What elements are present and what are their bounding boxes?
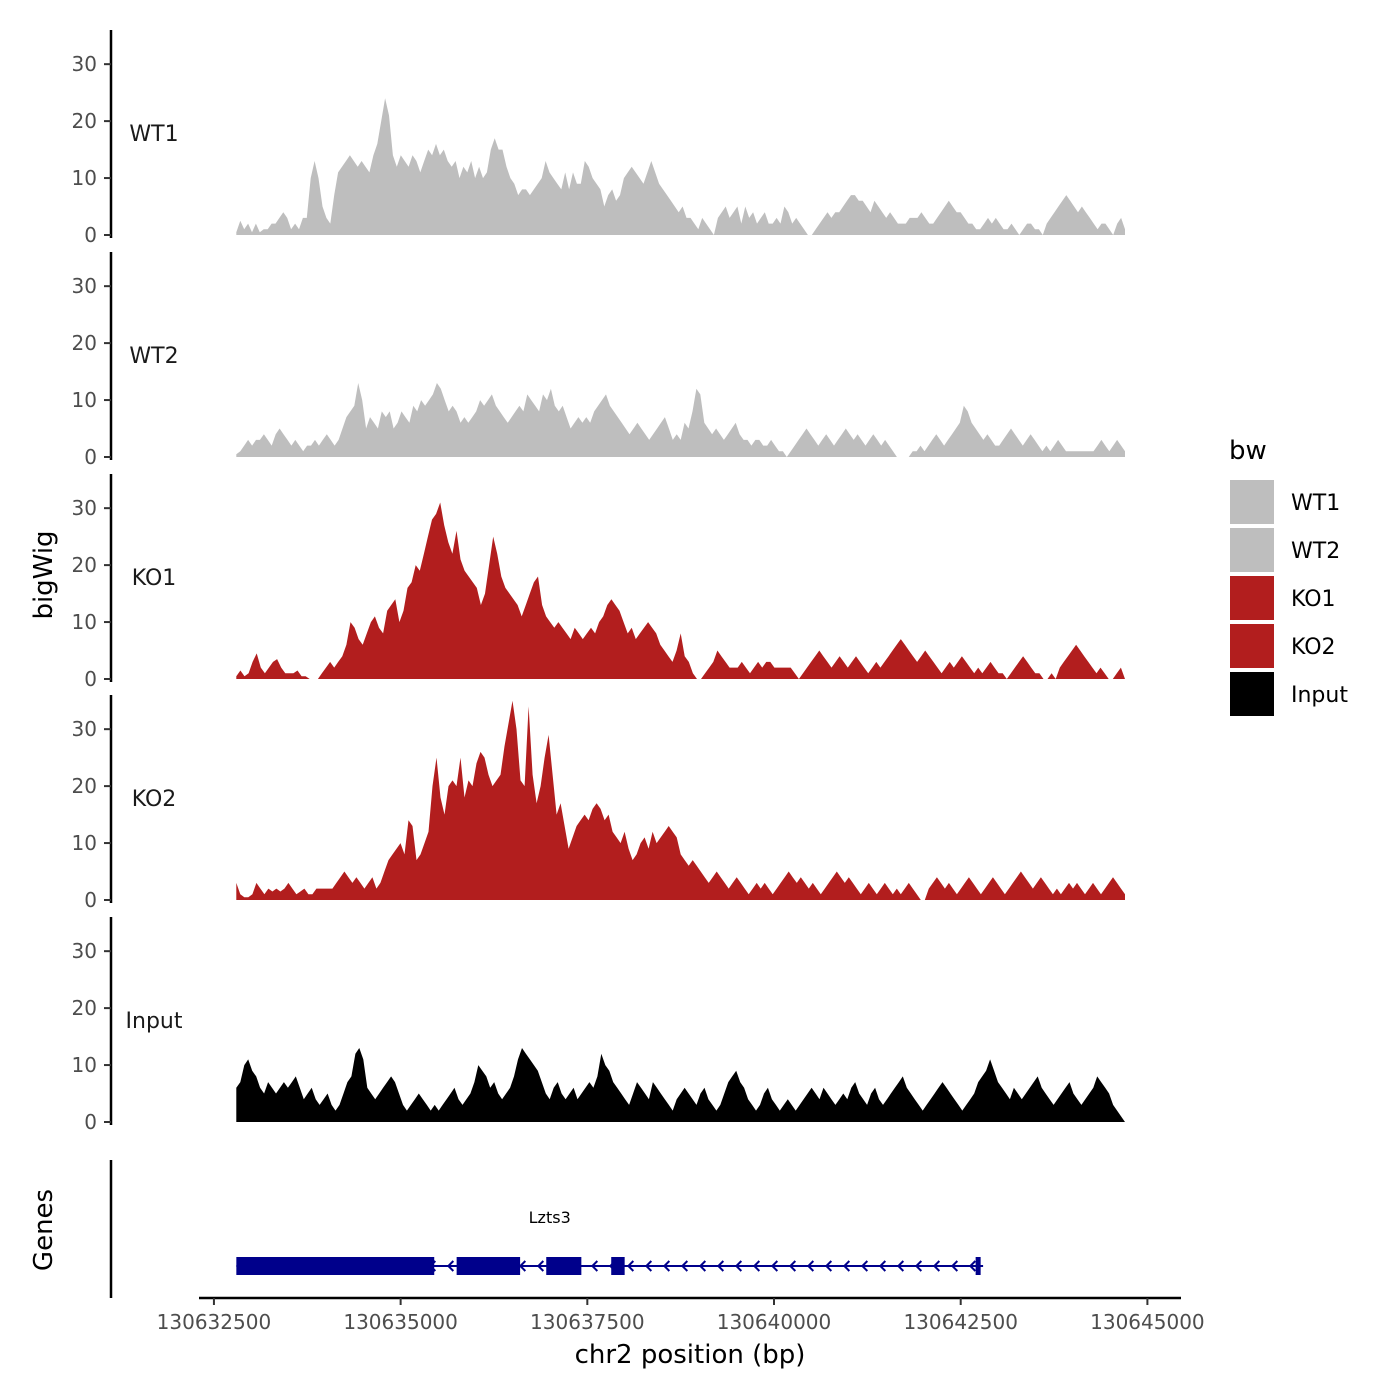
track-name-label: Input <box>126 1009 183 1034</box>
legend-item: KO2 <box>1230 624 1336 668</box>
legend-swatch <box>1230 576 1274 620</box>
strand-arrow <box>950 1260 959 1272</box>
track-name-label: WT1 <box>129 122 178 147</box>
legend-title: bw <box>1229 436 1267 466</box>
y-tick-label: 30 <box>72 496 97 520</box>
legend-label: KO1 <box>1291 587 1336 612</box>
x-axis-ticks: 130632500 130635000 130637500 130640000 1306… <box>157 1298 1205 1334</box>
strand-arrow <box>968 1260 977 1272</box>
track-wt2: 0 10 20 30 WT2 <box>72 252 1126 469</box>
gene-exon <box>546 1257 582 1275</box>
y-axis-title: bigWig <box>29 530 59 619</box>
gene-track: Genes Lzts3 <box>29 1160 984 1298</box>
strand-arrow <box>518 1260 527 1272</box>
strand-arrow <box>842 1260 851 1272</box>
y-tick-label: 0 <box>84 667 97 691</box>
x-tick-label: 130632500 <box>157 1310 272 1334</box>
y-tick-label: 20 <box>72 996 97 1020</box>
y-tick-label: 10 <box>72 610 97 634</box>
y-tick-label: 10 <box>72 831 97 855</box>
legend-swatch <box>1230 480 1274 524</box>
x-tick-label: 130635000 <box>343 1310 458 1334</box>
coverage-area-ko2 <box>236 700 1126 900</box>
y-tick-label: 0 <box>84 223 97 247</box>
y-tick-label: 30 <box>72 939 97 963</box>
strand-arrow <box>644 1260 653 1272</box>
x-axis-title: chr2 position (bp) <box>575 1340 806 1370</box>
gene-exon <box>975 1257 981 1275</box>
strand-arrow <box>536 1260 545 1272</box>
strand-arrow <box>698 1260 707 1272</box>
legend-label: WT2 <box>1291 539 1340 564</box>
x-axis: 130632500 130635000 130637500 130640000 1306… <box>157 1296 1205 1370</box>
strand-arrow <box>914 1260 923 1272</box>
strand-arrow <box>806 1260 815 1272</box>
strand-arrow <box>752 1260 761 1272</box>
y-tick-label: 10 <box>72 388 97 412</box>
track-name-label: KO1 <box>132 566 177 591</box>
y-tick-label: 0 <box>84 888 97 912</box>
strand-arrow <box>662 1260 671 1272</box>
legend-items: WT1 WT2 KO1 KO2 Input <box>1230 480 1348 716</box>
strand-arrow <box>716 1260 725 1272</box>
x-tick-label: 130642500 <box>903 1310 1018 1334</box>
y-tick-label: 0 <box>84 1110 97 1134</box>
y-tick-label: 20 <box>72 553 97 577</box>
gene-exon <box>611 1257 625 1275</box>
gene-name-label: Lzts3 <box>529 1208 571 1227</box>
legend-label: WT1 <box>1291 491 1340 516</box>
strand-arrow <box>860 1260 869 1272</box>
strand-arrow <box>734 1260 743 1272</box>
gene-exon <box>236 1257 435 1275</box>
y-tick-label: 20 <box>72 331 97 355</box>
legend-label: Input <box>1291 683 1348 708</box>
track-name-label: WT2 <box>129 344 178 369</box>
gene-model <box>236 1257 984 1275</box>
strand-arrow <box>824 1260 833 1272</box>
track-ko2: 0 10 20 30 KO2 <box>72 695 1126 912</box>
strand-arrow <box>896 1260 905 1272</box>
track-name-label: KO2 <box>132 787 177 812</box>
y-tick-label: 30 <box>72 274 97 298</box>
y-tick-label: 30 <box>72 717 97 741</box>
x-tick-label: 130645000 <box>1090 1310 1205 1334</box>
strand-arrow <box>680 1260 689 1272</box>
legend-item: KO1 <box>1230 576 1336 620</box>
strand-arrow <box>788 1260 797 1272</box>
x-tick-label: 130640000 <box>717 1310 832 1334</box>
y-tick-label: 10 <box>72 166 97 190</box>
strand-arrow <box>626 1260 635 1272</box>
legend-item: WT1 <box>1230 480 1340 524</box>
y-tick-label: 0 <box>84 445 97 469</box>
coverage-area-ko1 <box>236 502 1126 679</box>
track-input: 0 10 20 30 Input <box>72 917 1126 1134</box>
gene-track-label: Genes <box>29 1189 59 1271</box>
track-wt1: 0 10 20 30 WT1 <box>72 30 1126 247</box>
legend-swatch <box>1230 528 1274 572</box>
y-tick-label: 20 <box>72 109 97 133</box>
coverage-area-input <box>236 1048 1126 1122</box>
strand-arrow <box>932 1260 941 1272</box>
legend-swatch <box>1230 672 1274 716</box>
strand-arrow <box>446 1260 455 1272</box>
legend-swatch <box>1230 624 1274 668</box>
legend-item: WT2 <box>1230 528 1340 572</box>
coverage-area-wt1 <box>236 98 1126 235</box>
legend: bw WT1 WT2 KO1 KO2 Input <box>1229 436 1348 716</box>
strand-arrow <box>770 1260 779 1272</box>
y-tick-label: 10 <box>72 1053 97 1077</box>
y-tick-label: 30 <box>72 52 97 76</box>
legend-label: KO2 <box>1291 635 1336 660</box>
legend-item: Input <box>1230 672 1348 716</box>
gene-exon <box>456 1257 521 1275</box>
strand-arrow <box>590 1260 599 1272</box>
y-tick-label: 20 <box>72 774 97 798</box>
coverage-tracks: 0 10 20 30 WT1 0 10 20 30 WT2 0 10 20 30 KO1 0 10 20 30 KO2… <box>72 30 1126 1134</box>
coverage-area-wt2 <box>236 383 1126 457</box>
x-tick-label: 130637500 <box>530 1310 645 1334</box>
track-ko1: 0 10 20 30 KO1 <box>72 474 1126 691</box>
strand-arrow <box>878 1260 887 1272</box>
